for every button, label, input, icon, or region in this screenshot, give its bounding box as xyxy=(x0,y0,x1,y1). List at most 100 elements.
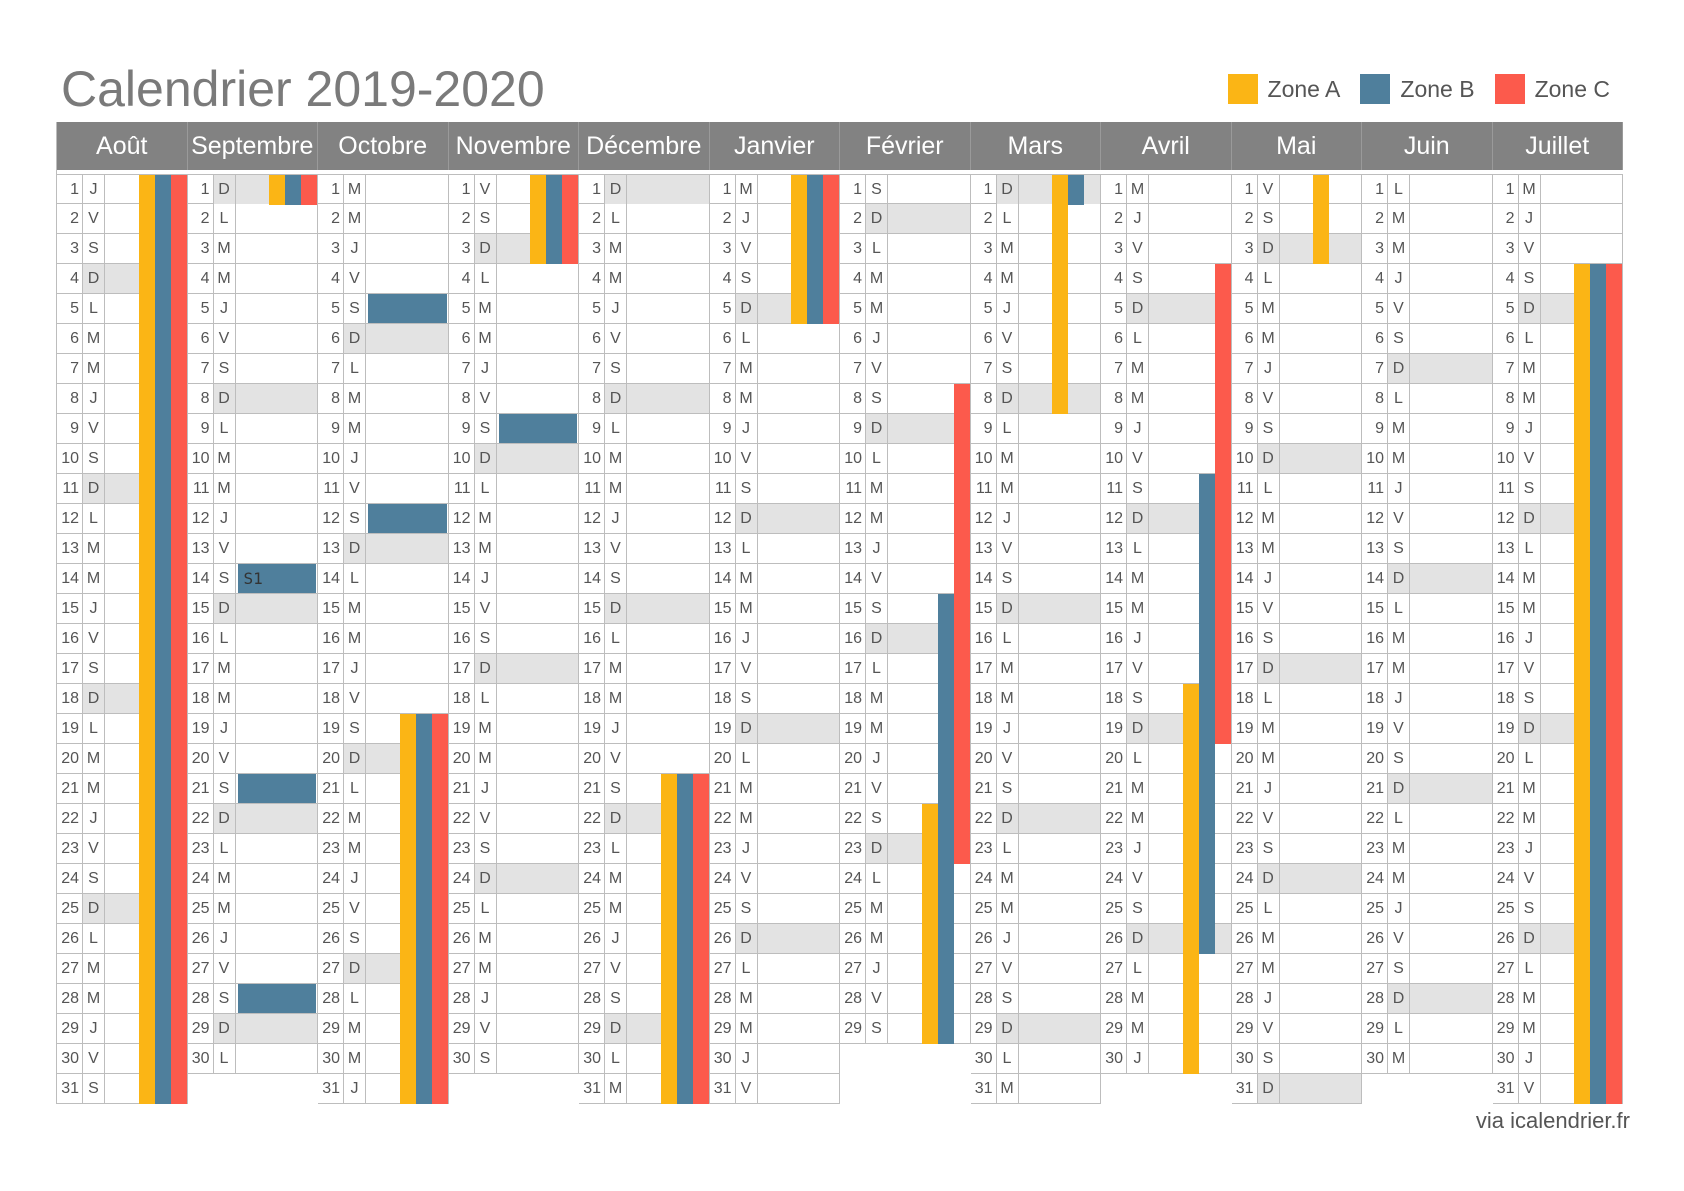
zone-c-bar xyxy=(170,534,187,564)
day-number: 18 xyxy=(1493,684,1519,713)
day-row: 27 L xyxy=(1101,954,1232,984)
zone-a-bar xyxy=(660,1044,677,1074)
day-number: 29 xyxy=(1101,1014,1127,1043)
day-row: 29 S xyxy=(840,1014,971,1044)
zone-b-bar xyxy=(154,684,171,714)
day-number: 27 xyxy=(318,954,344,983)
zone-c-bar xyxy=(170,894,187,924)
day-row: 12 L xyxy=(57,504,188,534)
zone-c-bar xyxy=(431,1014,448,1044)
day-row: 16 J xyxy=(1492,624,1623,654)
zone-c-bar xyxy=(823,175,839,205)
weekday-letter: V xyxy=(475,175,497,204)
day-number: 26 xyxy=(57,924,83,953)
zone-c-bar xyxy=(170,924,187,954)
zone-b-bar xyxy=(676,924,693,954)
day-number: 26 xyxy=(1493,924,1519,953)
day-row: 12 D xyxy=(1101,504,1232,534)
day-row: 24 D xyxy=(1231,864,1362,894)
day-row: 11 M xyxy=(970,474,1101,504)
weekday-letter: D xyxy=(213,1014,236,1043)
weekday-letter: D xyxy=(866,834,888,863)
day-number: 4 xyxy=(579,264,605,293)
weekday-letter: V xyxy=(736,444,758,473)
weekday-letter: D xyxy=(474,864,497,893)
weekday-letter: D xyxy=(866,624,888,653)
day-row: 21 M xyxy=(709,774,840,804)
day-number: 8 xyxy=(579,384,605,413)
zone-a-bar xyxy=(1052,294,1068,324)
day-row: 30 J xyxy=(1492,1044,1623,1074)
day-cell xyxy=(758,954,840,983)
weekday-letter: M xyxy=(83,954,105,983)
weekday-letter: M xyxy=(475,954,497,983)
zone-b-bar xyxy=(415,834,432,864)
day-row: 18 L xyxy=(448,684,579,714)
day-cell xyxy=(1280,984,1362,1013)
day-cell xyxy=(1019,954,1101,983)
zone-c-bar xyxy=(1606,1014,1622,1044)
zone-c-bar xyxy=(431,1074,448,1104)
zone-c-bar xyxy=(431,834,448,864)
zone-c-bar xyxy=(170,1044,187,1074)
day-row: 26 D xyxy=(1101,924,1232,954)
zone-c-bar xyxy=(1214,324,1231,354)
weekday-letter: M xyxy=(605,474,627,503)
day-cell xyxy=(1280,264,1362,293)
day-row: 22 D xyxy=(579,804,710,834)
zone-b-bar xyxy=(1198,894,1215,924)
zone-c-bar xyxy=(431,1044,448,1074)
day-number: 1 xyxy=(710,175,736,204)
weekday-letter: M xyxy=(1127,804,1149,833)
day-number: 18 xyxy=(1232,684,1258,713)
zone-b-bar xyxy=(415,804,432,834)
zone-c-bar xyxy=(1606,534,1622,564)
day-row: 31 J xyxy=(318,1074,449,1104)
day-number: 21 xyxy=(318,774,344,803)
day-cell xyxy=(758,684,840,713)
zone-a-bar xyxy=(138,954,155,984)
weekday-letter: D xyxy=(735,714,758,743)
day-number: 16 xyxy=(318,624,344,653)
zone-b-bar xyxy=(1590,1014,1606,1044)
weekday-letter: M xyxy=(475,294,497,323)
weekday-letter: M xyxy=(214,654,236,683)
day-number: 19 xyxy=(971,714,997,743)
weekday-letter: M xyxy=(214,684,236,713)
zone-a-bar xyxy=(138,1014,155,1044)
day-row: 20 M xyxy=(1231,744,1362,774)
weekday-letter: V xyxy=(83,1044,105,1073)
zone-c-bar xyxy=(692,834,709,864)
day-number: 7 xyxy=(1362,354,1388,383)
day-cell xyxy=(888,354,970,383)
zone-c-bar xyxy=(1606,864,1622,894)
day-number: 23 xyxy=(57,834,83,863)
zone-c-bar xyxy=(431,984,448,1014)
day-number: 11 xyxy=(579,474,605,503)
weekday-letter: V xyxy=(1258,594,1280,623)
zone-a-bar xyxy=(1574,1014,1590,1044)
zone-b-bar xyxy=(937,624,954,654)
day-cell xyxy=(1279,864,1361,893)
zone-a-bar xyxy=(660,984,677,1014)
zone-b-bar xyxy=(1590,294,1606,324)
day-cell xyxy=(627,324,709,353)
day-row: 29 M xyxy=(318,1014,449,1044)
zone-a-bar xyxy=(1574,1044,1590,1074)
day-number: 7 xyxy=(840,354,866,383)
day-list: 1 M 2 J 3 V 4 S 5 D 6 L 7 M 8 M 9 J 10 V 11 S 12 D 13 L 14 M 15 M 16 J 1… xyxy=(1492,174,1623,1104)
zone-c-bar xyxy=(953,714,970,744)
day-cell xyxy=(1410,684,1492,713)
zone-c-bar xyxy=(170,804,187,834)
day-number: 11 xyxy=(1362,474,1388,503)
weekday-letter: V xyxy=(214,534,236,563)
day-number: 10 xyxy=(579,444,605,473)
